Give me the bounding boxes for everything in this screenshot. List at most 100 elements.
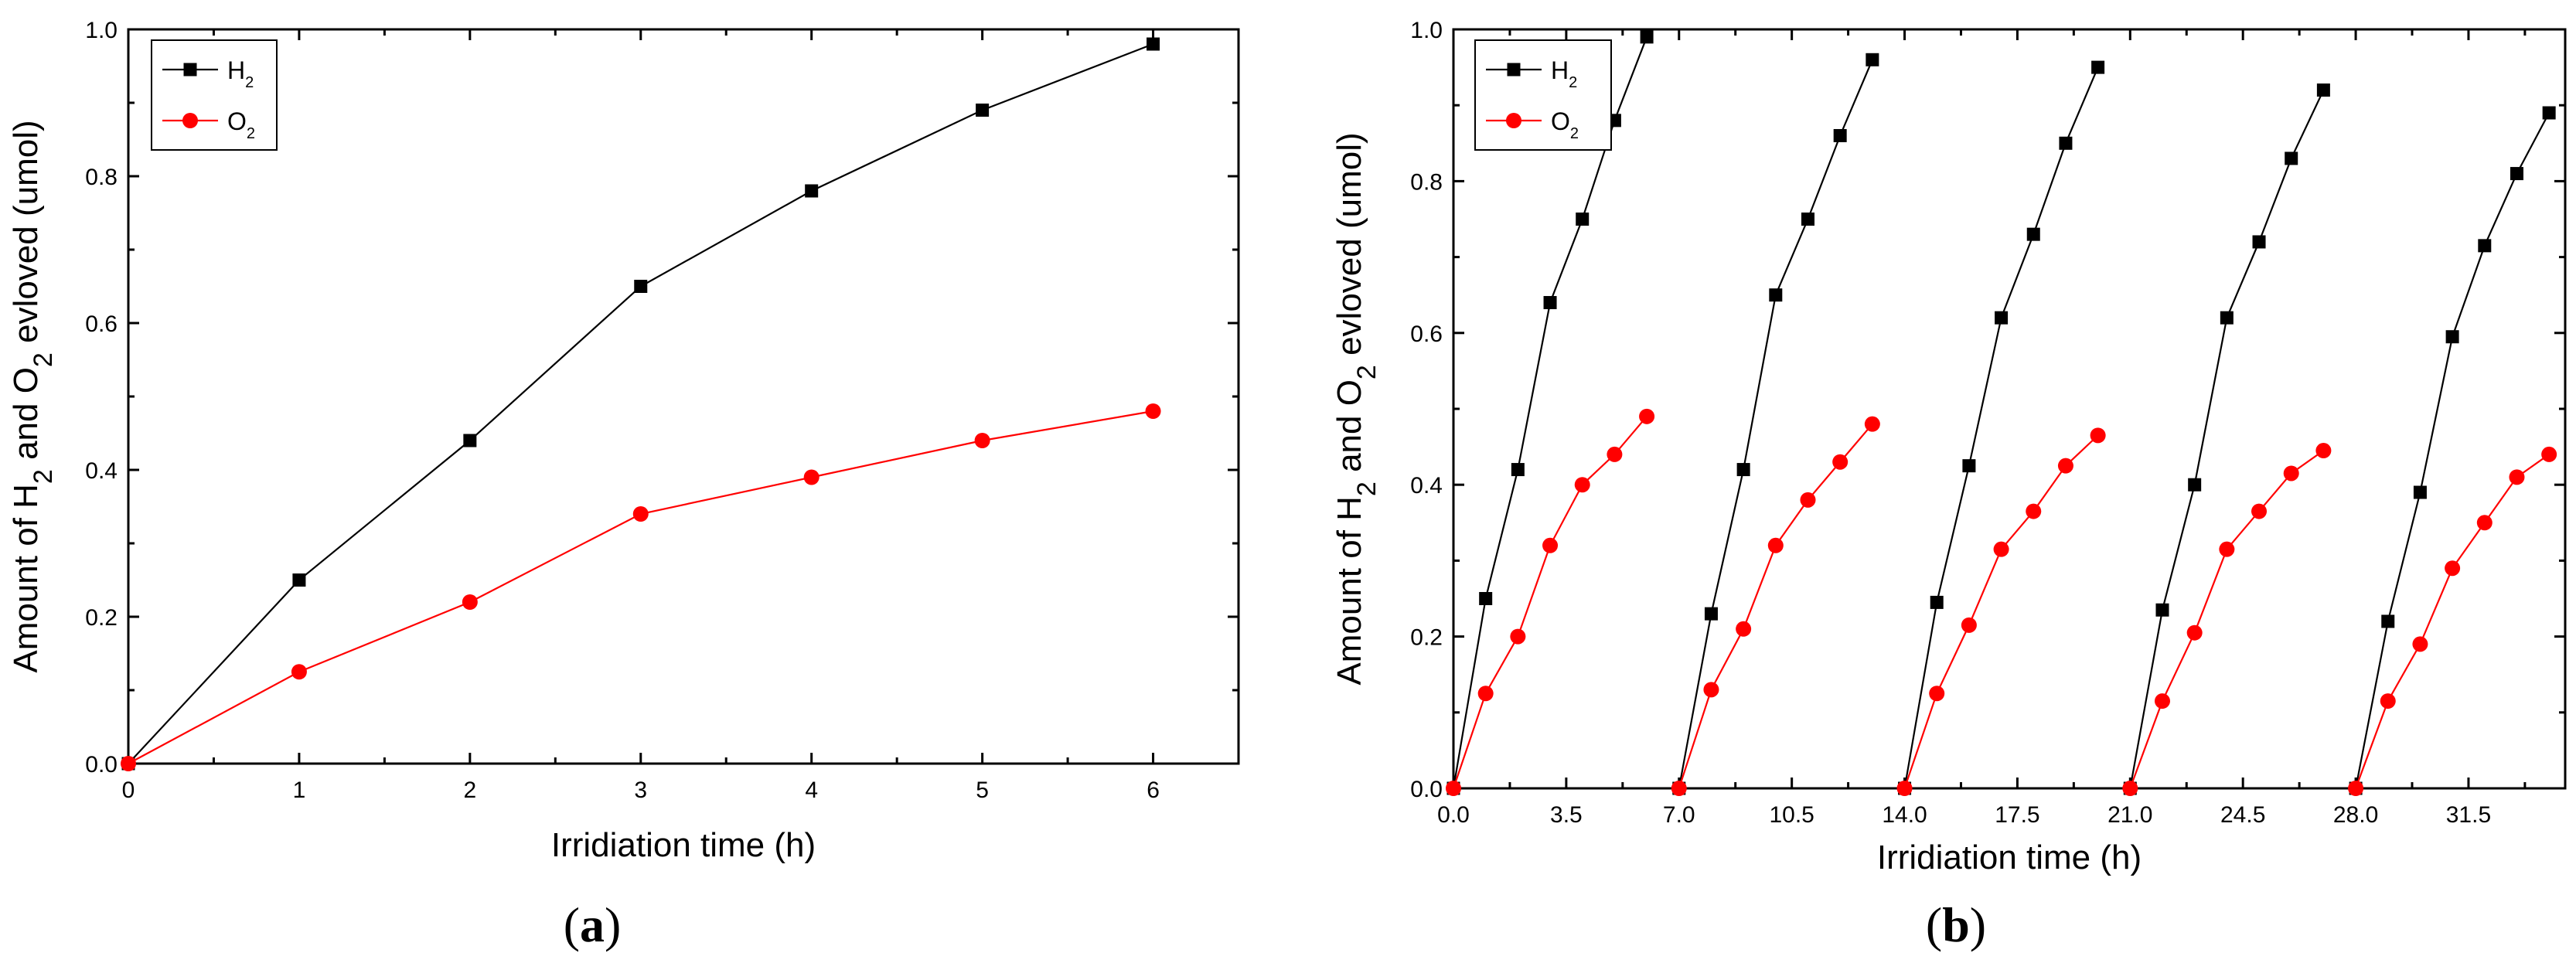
data-point-square xyxy=(634,280,648,293)
data-point-circle xyxy=(2090,427,2106,444)
data-point-circle xyxy=(1703,682,1719,698)
y-title-part: evloved (umol) xyxy=(1331,132,1368,365)
series-O2 xyxy=(1446,408,2557,796)
panel-label: (a) xyxy=(564,897,622,952)
y-title-sub: 2 xyxy=(29,469,58,484)
data-point-circle xyxy=(1607,446,1623,462)
legend-label: H2 xyxy=(227,56,254,91)
y-title-sub: 2 xyxy=(1352,365,1382,379)
data-point-square xyxy=(1479,592,1493,605)
series-O2 xyxy=(121,403,1161,771)
legend-label-sub: 2 xyxy=(245,74,254,91)
legend-box xyxy=(1474,39,1612,151)
data-point-circle xyxy=(1736,621,1752,637)
data-point-square xyxy=(2059,136,2073,150)
data-point-circle xyxy=(1961,617,1977,633)
x-tick-label: 3.5 xyxy=(1550,802,1583,828)
data-point-square xyxy=(2155,603,2169,617)
data-point-circle xyxy=(1800,492,1816,508)
x-tick-label: 17.5 xyxy=(1995,802,2039,828)
data-point-square xyxy=(2026,227,2040,241)
data-point-circle xyxy=(1993,541,2009,557)
data-point-square xyxy=(1543,296,1557,310)
data-point-square xyxy=(2510,167,2523,181)
data-point-circle xyxy=(2348,781,2364,796)
panel-label-letter: a xyxy=(580,897,605,952)
data-point-square xyxy=(2188,478,2202,492)
data-point-circle xyxy=(2380,693,2396,709)
data-point-circle xyxy=(1639,408,1655,424)
y-title-part: Amount of H xyxy=(7,484,45,673)
y-title-sub: 2 xyxy=(1352,481,1382,496)
plot-frame xyxy=(1452,28,2567,790)
data-point-circle xyxy=(1542,537,1559,553)
series-line xyxy=(1678,423,1873,789)
y-tick-label: 1.0 xyxy=(1410,18,1443,43)
data-point-circle xyxy=(1864,416,1880,432)
data-point-circle xyxy=(2154,693,2170,709)
legend-label-sub: 2 xyxy=(1569,74,1577,91)
data-point-circle xyxy=(2122,781,2138,796)
y-title-part: and O xyxy=(1331,379,1368,481)
series-line xyxy=(2354,112,2550,789)
data-point-circle xyxy=(2509,469,2525,485)
data-point-square xyxy=(2316,83,2330,97)
data-point-square xyxy=(2285,151,2298,165)
data-point-circle xyxy=(2057,458,2073,474)
x-tick-label: 6 xyxy=(1147,778,1160,803)
data-point-square xyxy=(2478,239,2492,253)
y-tick-label: 0.0 xyxy=(85,752,118,778)
data-point-square xyxy=(1930,595,1944,609)
x-tick-label: 4 xyxy=(805,778,818,803)
data-point-circle xyxy=(2251,503,2268,519)
series-H2 xyxy=(1446,30,2556,795)
legend-label-sub: 2 xyxy=(247,125,255,142)
y-tick-label: 0.8 xyxy=(85,165,118,190)
panel-label-paren: ( xyxy=(1926,897,1942,952)
data-point-circle xyxy=(1446,781,1461,796)
data-point-circle xyxy=(462,594,478,610)
data-point-square xyxy=(1704,607,1718,621)
data-point-square xyxy=(1640,30,1654,44)
data-point-square xyxy=(1866,53,1879,66)
x-tick-label: 21.0 xyxy=(2107,802,2152,828)
y-title-sub: 2 xyxy=(29,352,58,367)
y-tick-label: 0.6 xyxy=(1410,322,1443,347)
panel-label: (b) xyxy=(1926,897,1986,952)
data-point-square xyxy=(1833,128,1847,142)
data-point-square xyxy=(292,573,306,587)
x-axis-title: Irridiation time (h) xyxy=(551,826,816,864)
data-point-square xyxy=(2091,60,2105,74)
x-tick-label: 2 xyxy=(464,778,477,803)
series-line xyxy=(2129,450,2325,789)
legend-marker-square xyxy=(1507,63,1521,77)
x-tick-label: 0.0 xyxy=(1437,802,1470,828)
data-point-circle xyxy=(2445,560,2461,577)
plot-frame xyxy=(127,28,1240,765)
panel-label-paren: ) xyxy=(605,897,621,952)
chart-panel-b: 0.0 3.5 7.0 10.5 14.0 17.5 21.0 24.5 28.0 31.50.0… xyxy=(1331,18,2567,952)
x-tick-label: 5 xyxy=(976,778,989,803)
series-line xyxy=(1903,66,2099,789)
data-point-circle xyxy=(1574,477,1590,493)
y-tick-label: 1.0 xyxy=(85,18,118,43)
y-tick-label: 0.0 xyxy=(1410,777,1443,802)
x-tick-label: 14.0 xyxy=(1882,802,1927,828)
legend-label-main: H xyxy=(227,56,245,84)
data-point-circle xyxy=(2219,541,2235,557)
data-point-square xyxy=(1511,463,1525,477)
chart-panel-a: 0 1 2 3 4 5 6 0.0 0.2 0.4 0.6 0.8 1.0 Irridiation tim… xyxy=(7,18,1240,952)
data-point-square xyxy=(2252,235,2266,249)
data-point-square xyxy=(2542,106,2556,120)
data-point-circle xyxy=(291,664,307,680)
x-tick-label: 31.5 xyxy=(2446,802,2491,828)
data-point-circle xyxy=(974,433,990,448)
series-line xyxy=(1903,434,2099,789)
data-point-square xyxy=(1576,213,1590,226)
data-point-circle xyxy=(1671,781,1687,796)
data-point-circle xyxy=(2026,503,2042,519)
x-axis-title: Irridiation time (h) xyxy=(1877,839,2142,876)
data-point-square xyxy=(976,104,990,117)
